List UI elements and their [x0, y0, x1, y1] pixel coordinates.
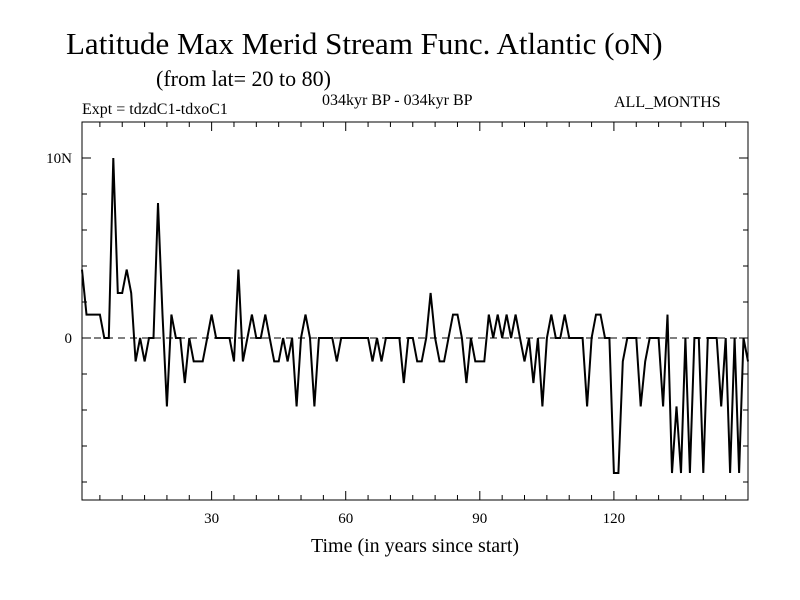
x-tick-label: 60 [338, 511, 353, 527]
x-tick-label: 30 [204, 511, 219, 527]
plot-frame [81, 121, 749, 501]
x-tick-label: 120 [603, 511, 626, 527]
chart-subtitle: (from lat= 20 to 80) [156, 66, 331, 91]
chart-title: Latitude Max Merid Stream Func. Atlantic… [66, 26, 663, 61]
y-tick-label: 0 [65, 331, 73, 347]
axis-tick-labels: 30 60 90 120 0 10N [46, 151, 625, 527]
x-tick-label: 90 [472, 511, 487, 527]
x-axis-title: Time (in years since start) [311, 535, 519, 557]
experiment-label: Expt = tdzdC1-tdxoC1 [82, 101, 228, 118]
y-tick-label: 10N [46, 151, 72, 167]
months-label: ALL_MONTHS [614, 94, 721, 111]
axis-ticks [82, 122, 748, 500]
series-line [81, 157, 749, 474]
period-label: 034kyr BP - 034kyr BP [322, 92, 473, 109]
